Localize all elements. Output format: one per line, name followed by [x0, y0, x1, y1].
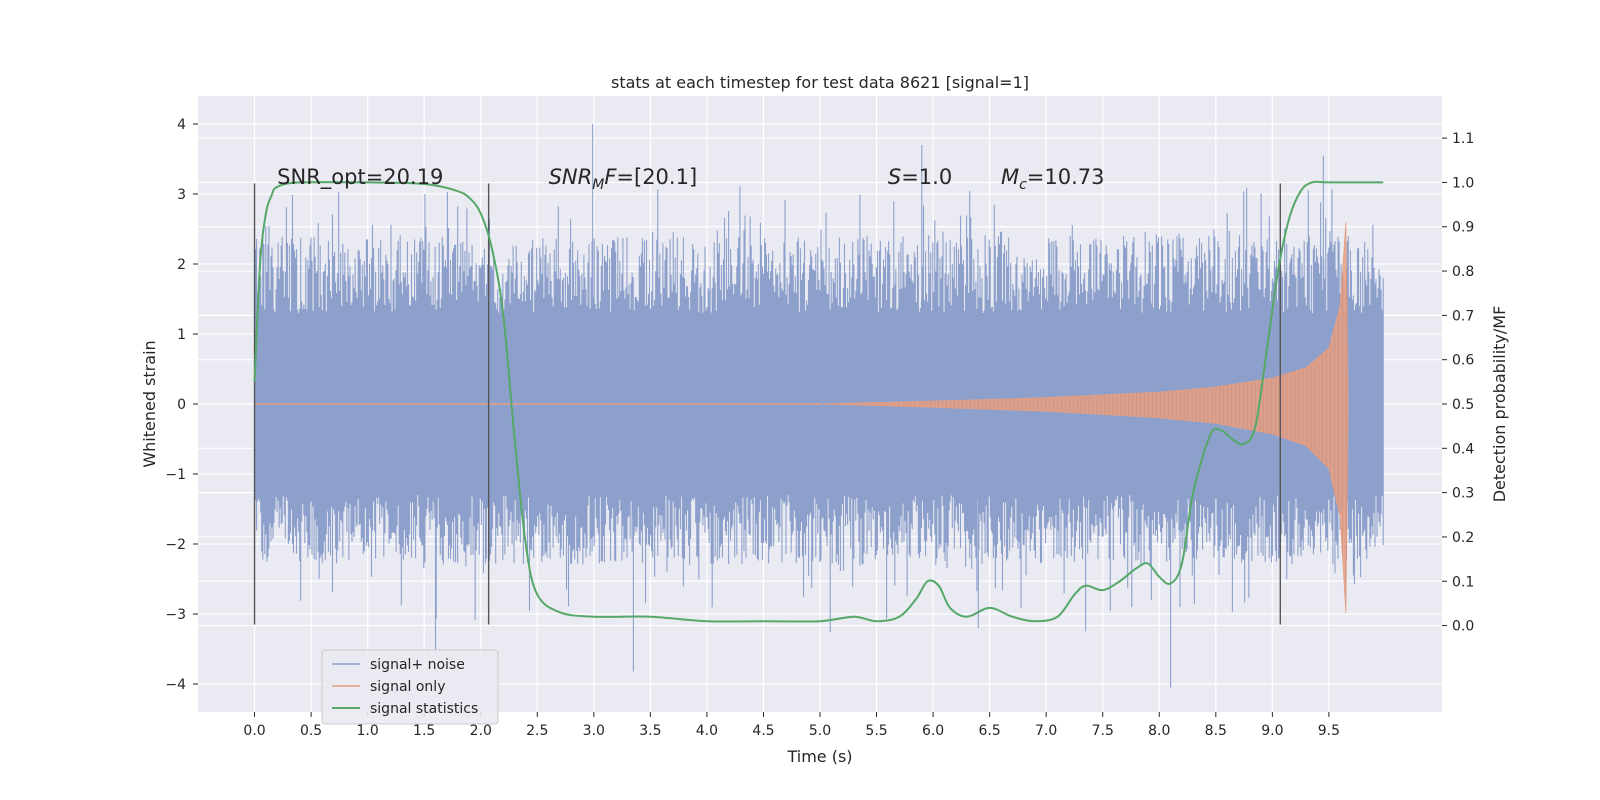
annotation-subscript: c: [1019, 177, 1027, 193]
y-left-tick-label: 4: [177, 117, 186, 133]
x-tick-label: 4.0: [696, 723, 718, 739]
x-tick-label: 9.0: [1261, 723, 1283, 739]
chart-title: stats at each timestep for test data 862…: [611, 73, 1029, 92]
annotations: SNR_opt=20.19 SNRMF=[20.1] S=1.0 Mc=10.73: [277, 165, 1104, 193]
legend: signal+ noise signal only signal statistic…: [321, 649, 499, 725]
y-left-tick-label: −1: [165, 467, 186, 483]
legend-box: [321, 649, 499, 725]
y-right-axis-label: Detection probability/MF: [1490, 306, 1509, 503]
y-right-axis-ticks: 0.0 0.1 0.2 0.3 0.4 0.5 0.6 0.7 0.8 0.9 1.0 1.1: [1442, 131, 1474, 635]
y-right-tick-label: 0.2: [1452, 530, 1474, 546]
annotation-mc: Mc=10.73: [1001, 165, 1105, 193]
x-tick-label: 2.0: [470, 723, 492, 739]
annotation-symbol: F: [604, 165, 617, 189]
x-tick-label: 7.0: [1035, 723, 1057, 739]
signal-only-chirp: [819, 221, 1349, 614]
x-tick-label: 1.5: [413, 723, 435, 739]
x-tick-label: 2.5: [526, 723, 548, 739]
y-right-tick-label: 0.8: [1452, 264, 1474, 280]
x-tick-label: 5.0: [809, 723, 831, 739]
y-right-tick-label: 0.1: [1452, 574, 1474, 590]
annotation-subscript: M: [592, 177, 604, 193]
x-tick-label: 8.0: [1148, 723, 1170, 739]
x-tick-label: 0.0: [243, 723, 265, 739]
annotation-s: S=1.0: [888, 165, 952, 189]
annotation-snr-opt: SNR_opt=20.19: [277, 165, 443, 190]
y-right-tick-label: 0.9: [1452, 220, 1474, 236]
annotation-value: F=[20.1]: [604, 165, 697, 189]
x-tick-label: 9.5: [1318, 723, 1340, 739]
x-tick-label: 7.5: [1092, 723, 1114, 739]
y-right-tick-label: 0.7: [1452, 308, 1474, 324]
y-left-tick-label: 1: [177, 327, 186, 343]
x-tick-label: 1.0: [357, 723, 379, 739]
annotation-symbol: SNR: [549, 165, 593, 189]
y-right-tick-label: 1.0: [1452, 175, 1474, 191]
x-tick-label: 3.5: [639, 723, 661, 739]
x-tick-label: 3.0: [583, 723, 605, 739]
x-axis-label: Time (s): [786, 747, 852, 766]
annotation-symbol: M: [1001, 165, 1019, 189]
y-right-tick-label: 1.1: [1452, 131, 1474, 147]
y-left-tick-label: 0: [177, 397, 186, 413]
y-left-axis-ticks: −4 −3 −2 −1 0 1 2 3 4: [165, 117, 198, 693]
y-left-tick-label: 2: [177, 257, 186, 273]
legend-label: signal statistics: [370, 701, 478, 717]
y-right-tick-label: 0.4: [1452, 441, 1474, 457]
annotation-symbol: S: [888, 165, 901, 189]
y-right-tick-label: 0.5: [1452, 397, 1474, 413]
x-tick-label: 6.5: [979, 723, 1001, 739]
y-left-tick-label: 3: [177, 187, 186, 203]
annotation-value: =[20.1]: [616, 165, 697, 189]
signal-statistics-line: [253, 180, 1384, 623]
y-left-tick-label: −4: [165, 677, 186, 693]
annotation-snr-mf: SNRMF=[20.1]: [549, 165, 698, 193]
signal-only-series: [254, 221, 1349, 614]
x-tick-label: 5.5: [865, 723, 887, 739]
x-tick-label: 4.5: [752, 723, 774, 739]
x-tick-label: 8.5: [1205, 723, 1227, 739]
x-tick-label: 6.0: [922, 723, 944, 739]
annotation-value: =1.0: [901, 165, 952, 189]
x-axis-ticks: 0.0 0.5 1.0 1.5 2.0 2.5 3.0 3.5 4.0 4.5 5.0 5.5 6.0 6…: [243, 712, 1340, 739]
y-left-tick-label: −3: [165, 607, 186, 623]
signal-only-oscillation: [823, 267, 1347, 561]
y-right-tick-label: 0.6: [1452, 353, 1474, 369]
legend-label: signal+ noise: [370, 657, 465, 673]
annotation-value: =10.73: [1027, 165, 1105, 189]
legend-label: signal only: [370, 679, 445, 695]
signal-statistics-series: [253, 180, 1384, 623]
y-left-tick-label: −2: [165, 537, 186, 553]
y-right-tick-label: 0.3: [1452, 486, 1474, 502]
y-right-tick-label: 0.0: [1452, 619, 1474, 635]
x-tick-label: 0.5: [300, 723, 322, 739]
y-left-axis-label: Whitened strain: [140, 340, 159, 467]
